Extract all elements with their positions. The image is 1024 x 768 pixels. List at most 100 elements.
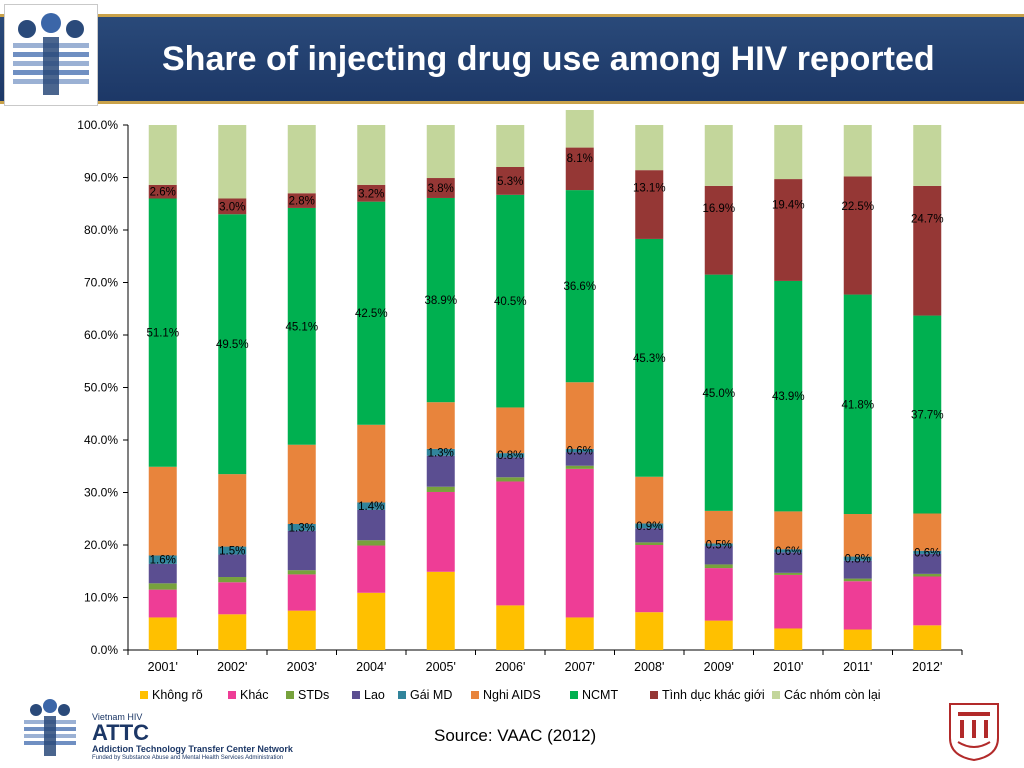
bar-segment: [496, 457, 525, 478]
data-label: 1.3%: [289, 522, 315, 534]
legend-item: Khác: [228, 688, 269, 702]
bar-segment: [843, 556, 872, 561]
data-label: 1.3%: [428, 447, 454, 459]
bar-segment: [426, 178, 455, 198]
bar-segment: [287, 530, 316, 571]
data-label: 0.6%: [775, 546, 801, 558]
legend-label: STDs: [298, 688, 330, 702]
bar-segment: [635, 476, 664, 524]
bar-segment: [426, 491, 455, 572]
footer-funded: Funded by Substance Abuse and Mental Hea…: [92, 755, 284, 761]
data-label: 8.1%: [567, 153, 593, 165]
x-tick-label: 2008': [634, 660, 664, 674]
bar-segment: [218, 582, 247, 615]
legend-label: Tình dục khác giới: [662, 688, 765, 702]
bar-segment: [148, 466, 177, 556]
bar-segment: [843, 514, 872, 557]
y-tick-label: 20.0%: [84, 538, 118, 552]
source-note: Source: VAAC (2012): [434, 726, 597, 745]
people-logo-icon: [13, 13, 89, 95]
data-label: 3.0%: [219, 201, 245, 213]
bar-segment: [843, 578, 872, 582]
bar-segment: [218, 614, 247, 650]
header-logo: [4, 4, 98, 106]
bar-segment: [913, 573, 942, 577]
bar-segment: [426, 197, 455, 403]
bar-segment: [287, 574, 316, 611]
bar-segment: [843, 629, 872, 650]
bar-segment: [426, 486, 455, 492]
bar-segment: [635, 542, 664, 545]
bar-segment: [148, 589, 177, 618]
bar-segment: [774, 125, 803, 180]
bar-segment: [426, 402, 455, 449]
y-tick-label: 10.0%: [84, 591, 118, 605]
legend-swatch: [772, 691, 780, 699]
bar-segment: [704, 125, 733, 186]
data-label: 0.8%: [845, 554, 871, 566]
bar-segment: [774, 628, 803, 650]
bar-segment: [843, 581, 872, 630]
bar-segment: [635, 170, 664, 239]
legend-item: Tình dục khác giới: [650, 688, 765, 702]
header-band: [0, 14, 1024, 104]
bar-segment: [565, 452, 594, 466]
bar-segment: [774, 549, 803, 553]
bar-segment: [148, 555, 177, 564]
x-tick-label: 2004': [356, 660, 386, 674]
bar-segment: [843, 294, 872, 515]
legend-item: Lao: [352, 688, 385, 702]
data-label: 45.0%: [702, 388, 735, 400]
bar-segment: [148, 198, 177, 467]
data-label: 1.5%: [219, 546, 245, 558]
data-label: 51.1%: [146, 328, 179, 340]
x-tick-label: 2010': [773, 660, 803, 674]
legend-swatch: [228, 691, 236, 699]
data-label: 37.7%: [911, 410, 944, 422]
y-tick-label: 70.0%: [84, 276, 118, 290]
bar-segment: [426, 571, 455, 650]
bar-segment: [565, 468, 594, 618]
bar-segment: [913, 576, 942, 626]
x-tick-label: 2006': [495, 660, 525, 674]
bar-segment: [357, 502, 386, 510]
legend-swatch: [352, 691, 360, 699]
bar-segment: [357, 201, 386, 425]
bar-segment: [218, 554, 247, 578]
data-label: 3.8%: [428, 183, 454, 195]
bar-segment: [357, 540, 386, 546]
bar-segment: [704, 620, 733, 650]
y-tick-label: 60.0%: [84, 328, 118, 342]
bar-segment: [287, 570, 316, 575]
bar-segment: [635, 528, 664, 543]
data-label: 5.3%: [497, 176, 523, 188]
legend-item: Gái MD: [398, 688, 452, 702]
y-tick-label: 100.0%: [77, 118, 118, 132]
x-tick-label: 2001': [148, 660, 178, 674]
bar-segment: [496, 477, 525, 482]
data-label: 24.7%: [911, 213, 944, 225]
header-gold-line-bottom: [0, 101, 1024, 104]
bar-segment: [496, 453, 525, 458]
data-label: 22.5%: [841, 201, 874, 213]
bar-segment: [565, 110, 594, 148]
bar-segment: [774, 552, 803, 573]
bar-segment: [287, 610, 316, 650]
bar-segment: [357, 545, 386, 593]
x-tick-label: 2002': [217, 660, 247, 674]
bar-segment: [357, 184, 386, 202]
bar-segment: [148, 125, 177, 185]
bar-segment: [635, 523, 664, 529]
header-gold-line-top: [0, 14, 1024, 17]
legend-swatch: [650, 691, 658, 699]
data-label: 0.6%: [567, 446, 593, 458]
bar-segment: [913, 513, 942, 551]
data-label: 41.8%: [841, 399, 874, 411]
legend-label: Gái MD: [410, 688, 453, 702]
bar-segment: [704, 546, 733, 565]
legend-label: Nghi AIDS: [483, 688, 541, 702]
bar-segment: [565, 147, 594, 191]
bar-segment: [565, 465, 594, 469]
bar-segment: [704, 564, 733, 569]
bar-segment: [635, 125, 664, 171]
